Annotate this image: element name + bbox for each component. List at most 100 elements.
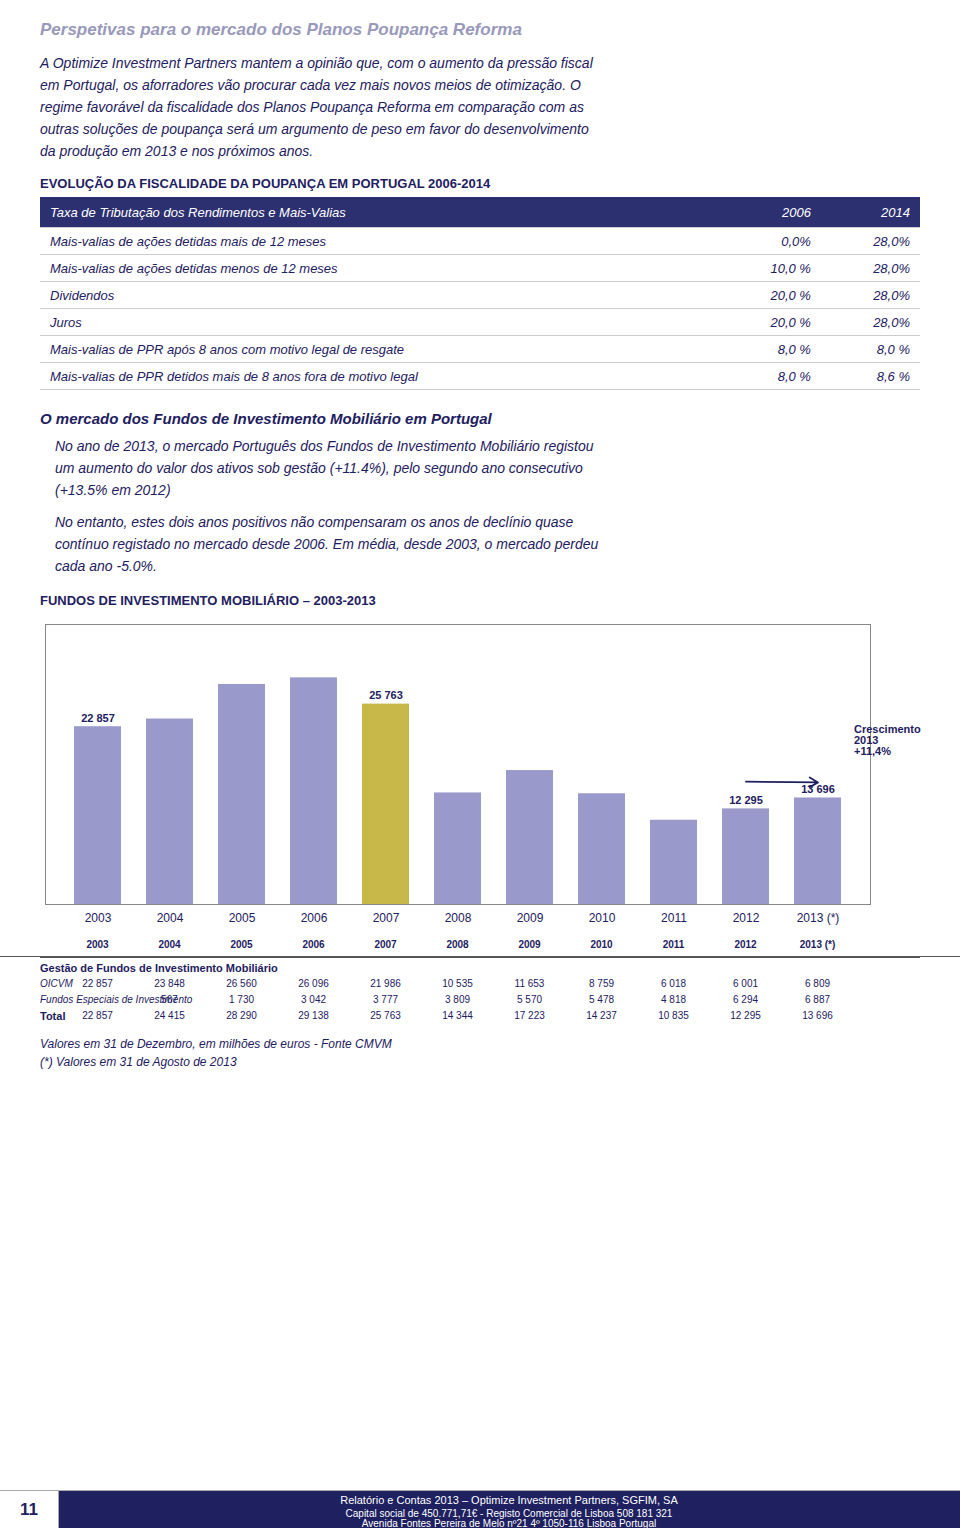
html-text:Relatório e Contas 2013 – Opti: Relatório e Contas 2013 – Optimize Inves… <box>340 1494 678 1506</box>
svg-text:22 857: 22 857 <box>81 712 115 724</box>
html-text:um aumento do valor dos ativos: um aumento do valor dos ativos sob gestã… <box>55 460 583 476</box>
html-text:Juros: Juros <box>50 314 82 330</box>
html-text:29 138: 29 138 <box>298 1010 329 1021</box>
html-text:8,0 %: 8,0 % <box>876 341 910 357</box>
html-text:2007: 2007 <box>374 939 397 950</box>
svg-text:13 696: 13 696 <box>801 783 835 795</box>
html-text:6 887: 6 887 <box>805 994 830 1005</box>
html-text:28,0%: 28,0% <box>873 260 910 276</box>
html-text:2005: 2005 <box>230 939 253 950</box>
html-text:10 535: 10 535 <box>442 978 473 989</box>
html-text:14 237: 14 237 <box>586 1010 617 1021</box>
html-text:6 001: 6 001 <box>733 978 758 989</box>
html-text:5 570: 5 570 <box>517 994 542 1005</box>
html-text:EVOLUÇÃO DA FISCALIDADE DA POU: EVOLUÇÃO DA FISCALIDADE DA POUPANÇA EM P… <box>40 176 491 191</box>
html-text:22 857: 22 857 <box>82 978 113 989</box>
html-text:(*) Valores em 31 de Agosto de: (*) Valores em 31 de Agosto de 2013 <box>40 1055 237 1069</box>
html-text:21 986: 21 986 <box>370 978 401 989</box>
html-text:23 848: 23 848 <box>154 978 185 989</box>
html-text:28,0%: 28,0% <box>873 233 910 249</box>
svg-text:2011: 2011 <box>661 911 687 925</box>
html-text:Dividendos: Dividendos <box>50 287 115 303</box>
svg-text:2006: 2006 <box>301 911 328 925</box>
html-text:Total: Total <box>40 1010 66 1022</box>
html-text:8 759: 8 759 <box>589 978 614 989</box>
svg-text:12 295: 12 295 <box>729 794 763 806</box>
html-text:2014: 2014 <box>881 204 910 220</box>
html-text:Fundos Especiais de Investimen: Fundos Especiais de Investimento <box>40 994 193 1005</box>
html-text:2013 (*): 2013 (*) <box>799 939 836 950</box>
svg-text:25 763: 25 763 <box>369 689 403 701</box>
html-text:2006: 2006 <box>782 204 811 220</box>
html-text:2006: 2006 <box>302 939 325 950</box>
html-text:Mais-valias de ações detidas m: Mais-valias de ações detidas mais de 12 … <box>50 233 326 249</box>
html-text:1 730: 1 730 <box>229 994 254 1005</box>
html-text:da produção em 2013 e nos próx: da produção em 2013 e nos próximos anos. <box>40 143 314 159</box>
svg-text:2004: 2004 <box>157 911 184 925</box>
html-text:2004: 2004 <box>158 939 181 950</box>
html-text:6 018: 6 018 <box>661 978 686 989</box>
svg-text:2005: 2005 <box>229 911 256 925</box>
html-text:3 777: 3 777 <box>373 994 398 1005</box>
html-text:8,6 %: 8,6 % <box>876 368 910 384</box>
html-text:No ano de 2013, o mercado Port: No ano de 2013, o mercado Português dos … <box>55 438 594 454</box>
html-text:(+13.5% em 2012): (+13.5% em 2012) <box>55 482 171 498</box>
html-text:25 763: 25 763 <box>370 1010 401 1021</box>
html-text:10,0 %: 10,0 % <box>770 260 811 276</box>
svg-text:2008: 2008 <box>445 911 472 925</box>
html-text:O mercado dos Fundos de Invest: O mercado dos Fundos de Investimento Mob… <box>40 410 492 427</box>
html-text:20,0 %: 20,0 % <box>770 314 811 330</box>
html-text:24 415: 24 415 <box>154 1010 185 1021</box>
html-text:20,0 %: 20,0 % <box>770 287 811 303</box>
html-text:26 560: 26 560 <box>226 978 257 989</box>
html-text:28 290: 28 290 <box>226 1010 257 1021</box>
html-text:3 809: 3 809 <box>445 994 470 1005</box>
html-text:cada ano -5.0%.: cada ano -5.0%. <box>55 558 157 574</box>
html-text:regime favorável da fiscalidad: regime favorável da fiscalidade dos Plan… <box>40 99 584 115</box>
html-text:28,0%: 28,0% <box>873 287 910 303</box>
html-text:4 818: 4 818 <box>661 994 686 1005</box>
html-text:outras soluções de poupança se: outras soluções de poupança será um argu… <box>40 121 589 137</box>
html-text:28,0%: 28,0% <box>873 314 910 330</box>
html-text:14 344: 14 344 <box>442 1010 473 1021</box>
svg-text:Crescimento2013+11,4%: Crescimento2013+11,4% <box>854 723 921 757</box>
html-text:contínuo registado no mercado: contínuo registado no mercado desde 2006… <box>55 536 599 552</box>
html-text:0,0%: 0,0% <box>781 233 811 249</box>
html-text:FUNDOS DE INVESTIMENTO MOBILIÁ: FUNDOS DE INVESTIMENTO MOBILIÁRIO – 2003… <box>40 593 376 608</box>
html-text:2012: 2012 <box>734 939 757 950</box>
html-text:2010: 2010 <box>590 939 613 950</box>
html-text:17 223: 17 223 <box>514 1010 545 1021</box>
html-text:6 809: 6 809 <box>805 978 830 989</box>
html-text:6 294: 6 294 <box>733 994 758 1005</box>
html-text:5 478: 5 478 <box>589 994 614 1005</box>
svg-text:2003: 2003 <box>85 911 112 925</box>
html-text:Valores em 31 de Dezembro, em: Valores em 31 de Dezembro, em milhões de… <box>40 1037 392 1051</box>
html-text:3 042: 3 042 <box>301 994 326 1005</box>
html-text:22 857: 22 857 <box>82 1010 113 1021</box>
html-text:Perspetivas para o mercado dos: Perspetivas para o mercado dos Planos Po… <box>40 20 522 39</box>
html-text:No entanto, estes dois anos po: No entanto, estes dois anos positivos nã… <box>55 514 574 530</box>
html-text:11 653: 11 653 <box>514 978 545 989</box>
html-text:Gestão de Fundos de Investimen: Gestão de Fundos de Investimento Mobiliá… <box>40 962 278 974</box>
html-text:Mais-valias de ações detidas m: Mais-valias de ações detidas menos de 12… <box>50 260 338 276</box>
html-text:em Portugal, os aforradores vã: em Portugal, os aforradores vão procurar… <box>40 77 581 93</box>
html-text:26 096: 26 096 <box>298 978 329 989</box>
svg-text:2009: 2009 <box>517 911 544 925</box>
svg-text:2010: 2010 <box>589 911 616 925</box>
html-text:A Optimize Investment Partners: A Optimize Investment Partners mantem a … <box>40 55 593 71</box>
svg-text:2007: 2007 <box>373 911 400 925</box>
html-text:Mais-valias de PPR após 8 anos: Mais-valias de PPR após 8 anos com motiv… <box>50 341 405 357</box>
html-text:567: 567 <box>161 994 178 1005</box>
svg-text:2012: 2012 <box>733 911 760 925</box>
html-text:8,0 %: 8,0 % <box>777 341 811 357</box>
html-text:2009: 2009 <box>518 939 541 950</box>
html-text:2011: 2011 <box>662 939 685 950</box>
html-text:2008: 2008 <box>446 939 469 950</box>
html-text:Taxa de Tributação dos Rendime: Taxa de Tributação dos Rendimentos e Mai… <box>50 204 346 220</box>
html-text:OICVM: OICVM <box>40 978 73 989</box>
html-text:Mais-valias de PPR detidos mai: Mais-valias de PPR detidos mais de 8 ano… <box>50 368 418 384</box>
html-text:11: 11 <box>20 1500 38 1519</box>
svg-text:2013 (*): 2013 (*) <box>797 911 840 925</box>
html-text:2003: 2003 <box>86 939 109 950</box>
html-text:8,0 %: 8,0 % <box>777 368 811 384</box>
